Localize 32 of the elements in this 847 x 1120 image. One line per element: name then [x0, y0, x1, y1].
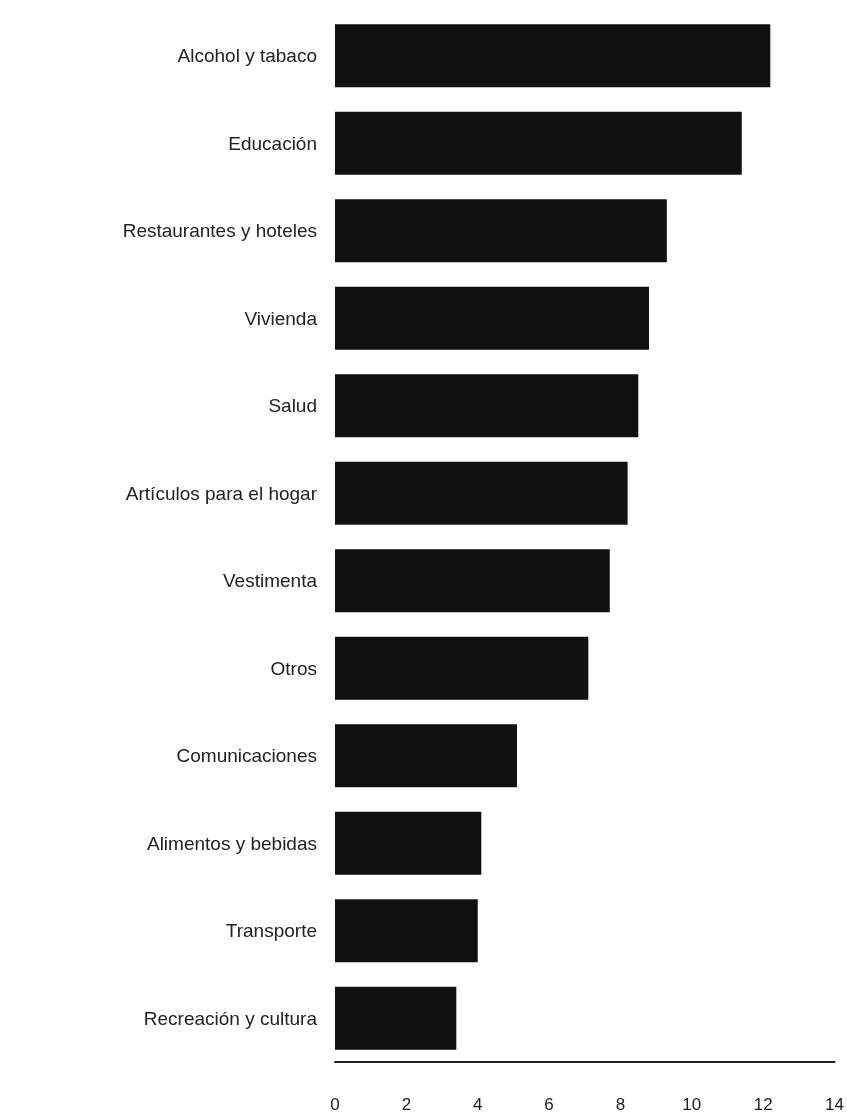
- bar: [335, 811, 482, 875]
- y-tick-label: Recreación y cultura: [143, 1007, 318, 1029]
- x-tick-label: 0: [330, 1095, 340, 1114]
- y-tick-label: Alcohol y tabaco: [177, 45, 317, 67]
- x-tick-label: 12: [753, 1095, 773, 1114]
- bar: [335, 24, 771, 88]
- bar: [335, 111, 742, 175]
- x-tick-label: 10: [682, 1095, 702, 1114]
- bar: [335, 636, 589, 700]
- x-tick-label: 6: [544, 1095, 554, 1114]
- x-tick-label: 14: [825, 1095, 845, 1114]
- y-tick-label: Otros: [270, 657, 317, 679]
- x-tick-label: 8: [615, 1095, 626, 1114]
- y-tick-label: Transporte: [225, 920, 317, 942]
- bar: [335, 374, 639, 438]
- bar: [335, 724, 517, 788]
- x-tick-label: 4: [472, 1095, 483, 1114]
- y-tick-label: Artículos para el hogar: [125, 482, 318, 504]
- bar: [335, 549, 610, 613]
- y-tick-label: Restaurantes y hoteles: [122, 220, 317, 242]
- y-tick-label: Comunicaciones: [176, 745, 317, 767]
- x-tick-label: 2: [401, 1095, 412, 1114]
- y-tick-label: Vestimenta: [223, 570, 318, 592]
- bar: [335, 899, 478, 963]
- y-tick-label: Vivienda: [244, 307, 318, 329]
- bar: [335, 199, 667, 263]
- y-tick-label: Salud: [268, 395, 317, 417]
- y-tick-label: Alimentos y bebidas: [146, 832, 317, 854]
- bar: [335, 461, 628, 525]
- bar: [335, 986, 457, 1050]
- bar: [335, 286, 649, 350]
- y-tick-label: Educación: [228, 132, 317, 154]
